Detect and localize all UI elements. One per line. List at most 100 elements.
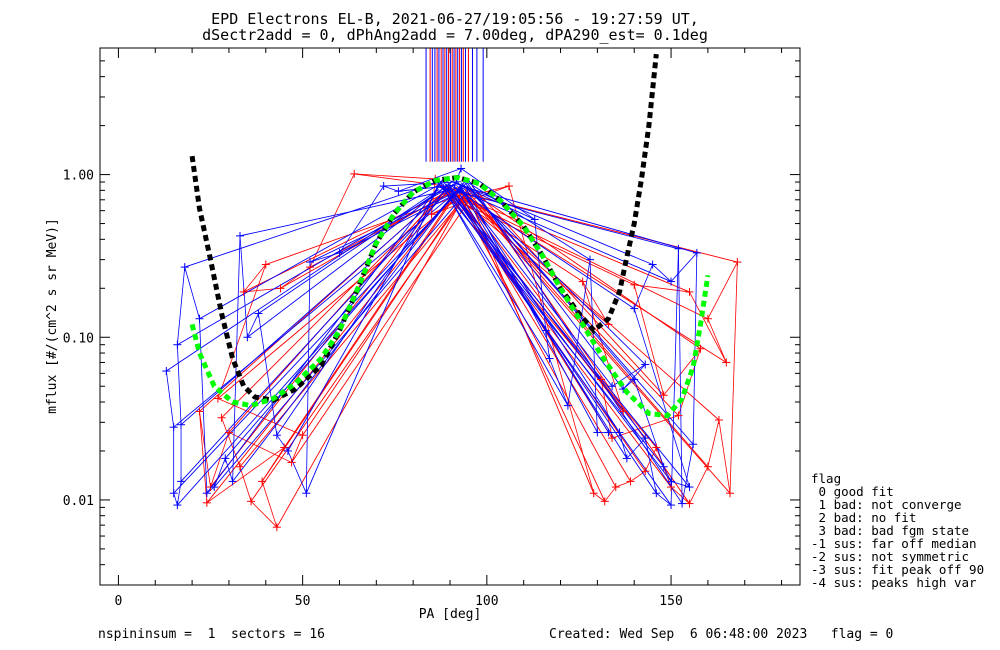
legend-item: -4 sus: peaks high var xyxy=(811,575,977,590)
blue-series-line xyxy=(468,182,591,261)
red-data-point xyxy=(641,467,650,476)
red-series-line xyxy=(633,284,665,396)
blue-data-point xyxy=(604,428,613,437)
red-data-point xyxy=(685,499,694,508)
legend-item: 1 bad: not converge xyxy=(811,497,962,512)
blue-data-point xyxy=(641,360,650,369)
red-data-point xyxy=(247,497,256,506)
red-data-point xyxy=(224,428,233,437)
blue-series-line xyxy=(176,481,182,506)
blue-series-line xyxy=(534,219,547,331)
red-series-line xyxy=(221,195,443,419)
blue-series-line xyxy=(383,185,399,192)
red-data-point xyxy=(287,458,296,467)
blue-series-line xyxy=(644,438,657,494)
blue-series-line xyxy=(633,308,690,488)
blue-series-line xyxy=(232,235,241,482)
red-data-point xyxy=(726,489,734,498)
blue-data-point xyxy=(379,182,388,191)
red-series-line xyxy=(210,189,447,488)
red-data-point xyxy=(195,407,204,416)
blue-data-point xyxy=(648,260,657,269)
red-series-line xyxy=(457,187,602,380)
x-axis-label: PA [deg] xyxy=(419,607,482,622)
blue-series-line xyxy=(670,481,690,488)
blue-series-line xyxy=(438,183,665,468)
blue-series-line xyxy=(165,370,175,428)
blue-series-line xyxy=(383,181,462,187)
blue-data-point xyxy=(641,434,650,443)
footer-left: nspininsum = 1 sectors = 16 xyxy=(98,627,325,642)
red-data-point xyxy=(714,416,723,425)
blue-series-line xyxy=(656,492,672,506)
blue-data-point xyxy=(335,248,344,257)
red-data-point xyxy=(674,411,683,420)
blue-data-point xyxy=(667,477,676,486)
blue-data-point xyxy=(652,489,661,498)
blue-series-line xyxy=(626,437,646,459)
red-series-line xyxy=(707,318,727,363)
red-data-point xyxy=(258,477,267,486)
blue-series-line xyxy=(176,267,186,345)
blue-data-point xyxy=(563,401,572,410)
blue-series-line xyxy=(457,185,613,387)
red-series-line xyxy=(593,492,605,502)
red-series-line xyxy=(354,173,436,180)
red-series-line xyxy=(670,486,690,504)
y-tick-label: 1.00 xyxy=(63,169,94,184)
blue-data-point xyxy=(586,255,594,264)
blue-series-line xyxy=(652,264,672,282)
red-data-point xyxy=(276,284,285,293)
red-data-point xyxy=(597,375,606,384)
red-series-line xyxy=(283,190,458,448)
red-series-line xyxy=(217,264,267,399)
legend-title: flag xyxy=(811,471,842,486)
legend-item: -2 sus: not symmetric xyxy=(811,549,970,564)
blue-series-line xyxy=(173,184,466,494)
blue-series-line xyxy=(438,186,679,250)
blue-series-line xyxy=(176,344,182,425)
blue-series-line xyxy=(258,313,278,436)
red-series-line xyxy=(611,415,679,439)
red-series-line xyxy=(456,194,617,488)
red-series-line xyxy=(250,501,278,528)
blue-series-line xyxy=(457,189,672,282)
green-fit-curve xyxy=(189,174,711,419)
red-series-line xyxy=(239,466,252,502)
blue-series-line xyxy=(258,183,451,314)
blue-series-line xyxy=(449,184,635,309)
blue-data-point xyxy=(162,367,171,376)
blue-data-point xyxy=(608,382,617,391)
red-data-point xyxy=(504,182,513,191)
blue-data-point xyxy=(180,263,189,272)
legend-item: 0 good fit xyxy=(811,484,894,499)
scatter-points xyxy=(162,164,742,532)
red-data-point xyxy=(239,287,248,296)
red-series-line xyxy=(615,481,631,488)
x-tick-label: 150 xyxy=(659,594,682,609)
red-data-point xyxy=(630,280,639,289)
red-data-point xyxy=(733,258,742,267)
red-series-line xyxy=(582,281,609,325)
axes: 0 50 100 150 0.01 0.10 1.00 xyxy=(63,47,800,609)
blue-series-line xyxy=(276,186,447,436)
red-series-line xyxy=(457,191,738,263)
blue-series-line xyxy=(549,358,569,406)
x-tick-label: 0 xyxy=(115,594,123,609)
red-data-point xyxy=(350,169,359,178)
blue-series-line xyxy=(633,379,665,467)
blue-data-point xyxy=(630,304,639,313)
blue-series-line xyxy=(619,432,628,459)
blue-series-line xyxy=(247,313,259,338)
blue-series-line xyxy=(692,252,698,445)
red-series-line xyxy=(707,419,720,467)
red-data-point xyxy=(608,434,617,443)
blue-series-line xyxy=(545,330,550,359)
blue-data-point xyxy=(169,423,178,432)
red-data-point xyxy=(589,489,598,498)
blue-series-line xyxy=(438,179,569,406)
blue-series-line xyxy=(305,182,440,494)
blue-series-line xyxy=(460,168,535,220)
red-data-point xyxy=(427,210,436,219)
